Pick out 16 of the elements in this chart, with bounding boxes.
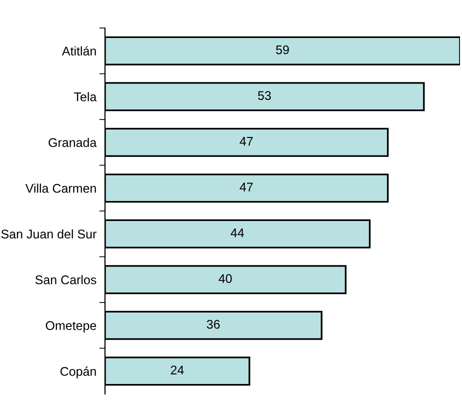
data-label: 44 — [230, 228, 244, 238]
data-label: 24 — [170, 366, 184, 374]
y-tick-label: Granada — [48, 138, 97, 148]
data-label: 47 — [240, 182, 253, 192]
y-tick-label: Copán — [60, 366, 96, 378]
data-label: 53 — [258, 91, 271, 100]
data-label: 40 — [218, 274, 232, 283]
y-tick-label: Atitlán — [62, 46, 96, 56]
data-label: 47 — [240, 137, 253, 146]
y-tick-label: Villa Carmen — [25, 184, 96, 193]
data-label: 36 — [206, 320, 220, 329]
y-tick-label: San Juan del Sur — [1, 229, 96, 239]
y-tick-label: Tela — [74, 92, 97, 102]
data-label: 59 — [276, 45, 289, 54]
y-tick-label: San Carlos — [35, 275, 96, 284]
y-tick-label: Ometepe — [46, 321, 96, 332]
